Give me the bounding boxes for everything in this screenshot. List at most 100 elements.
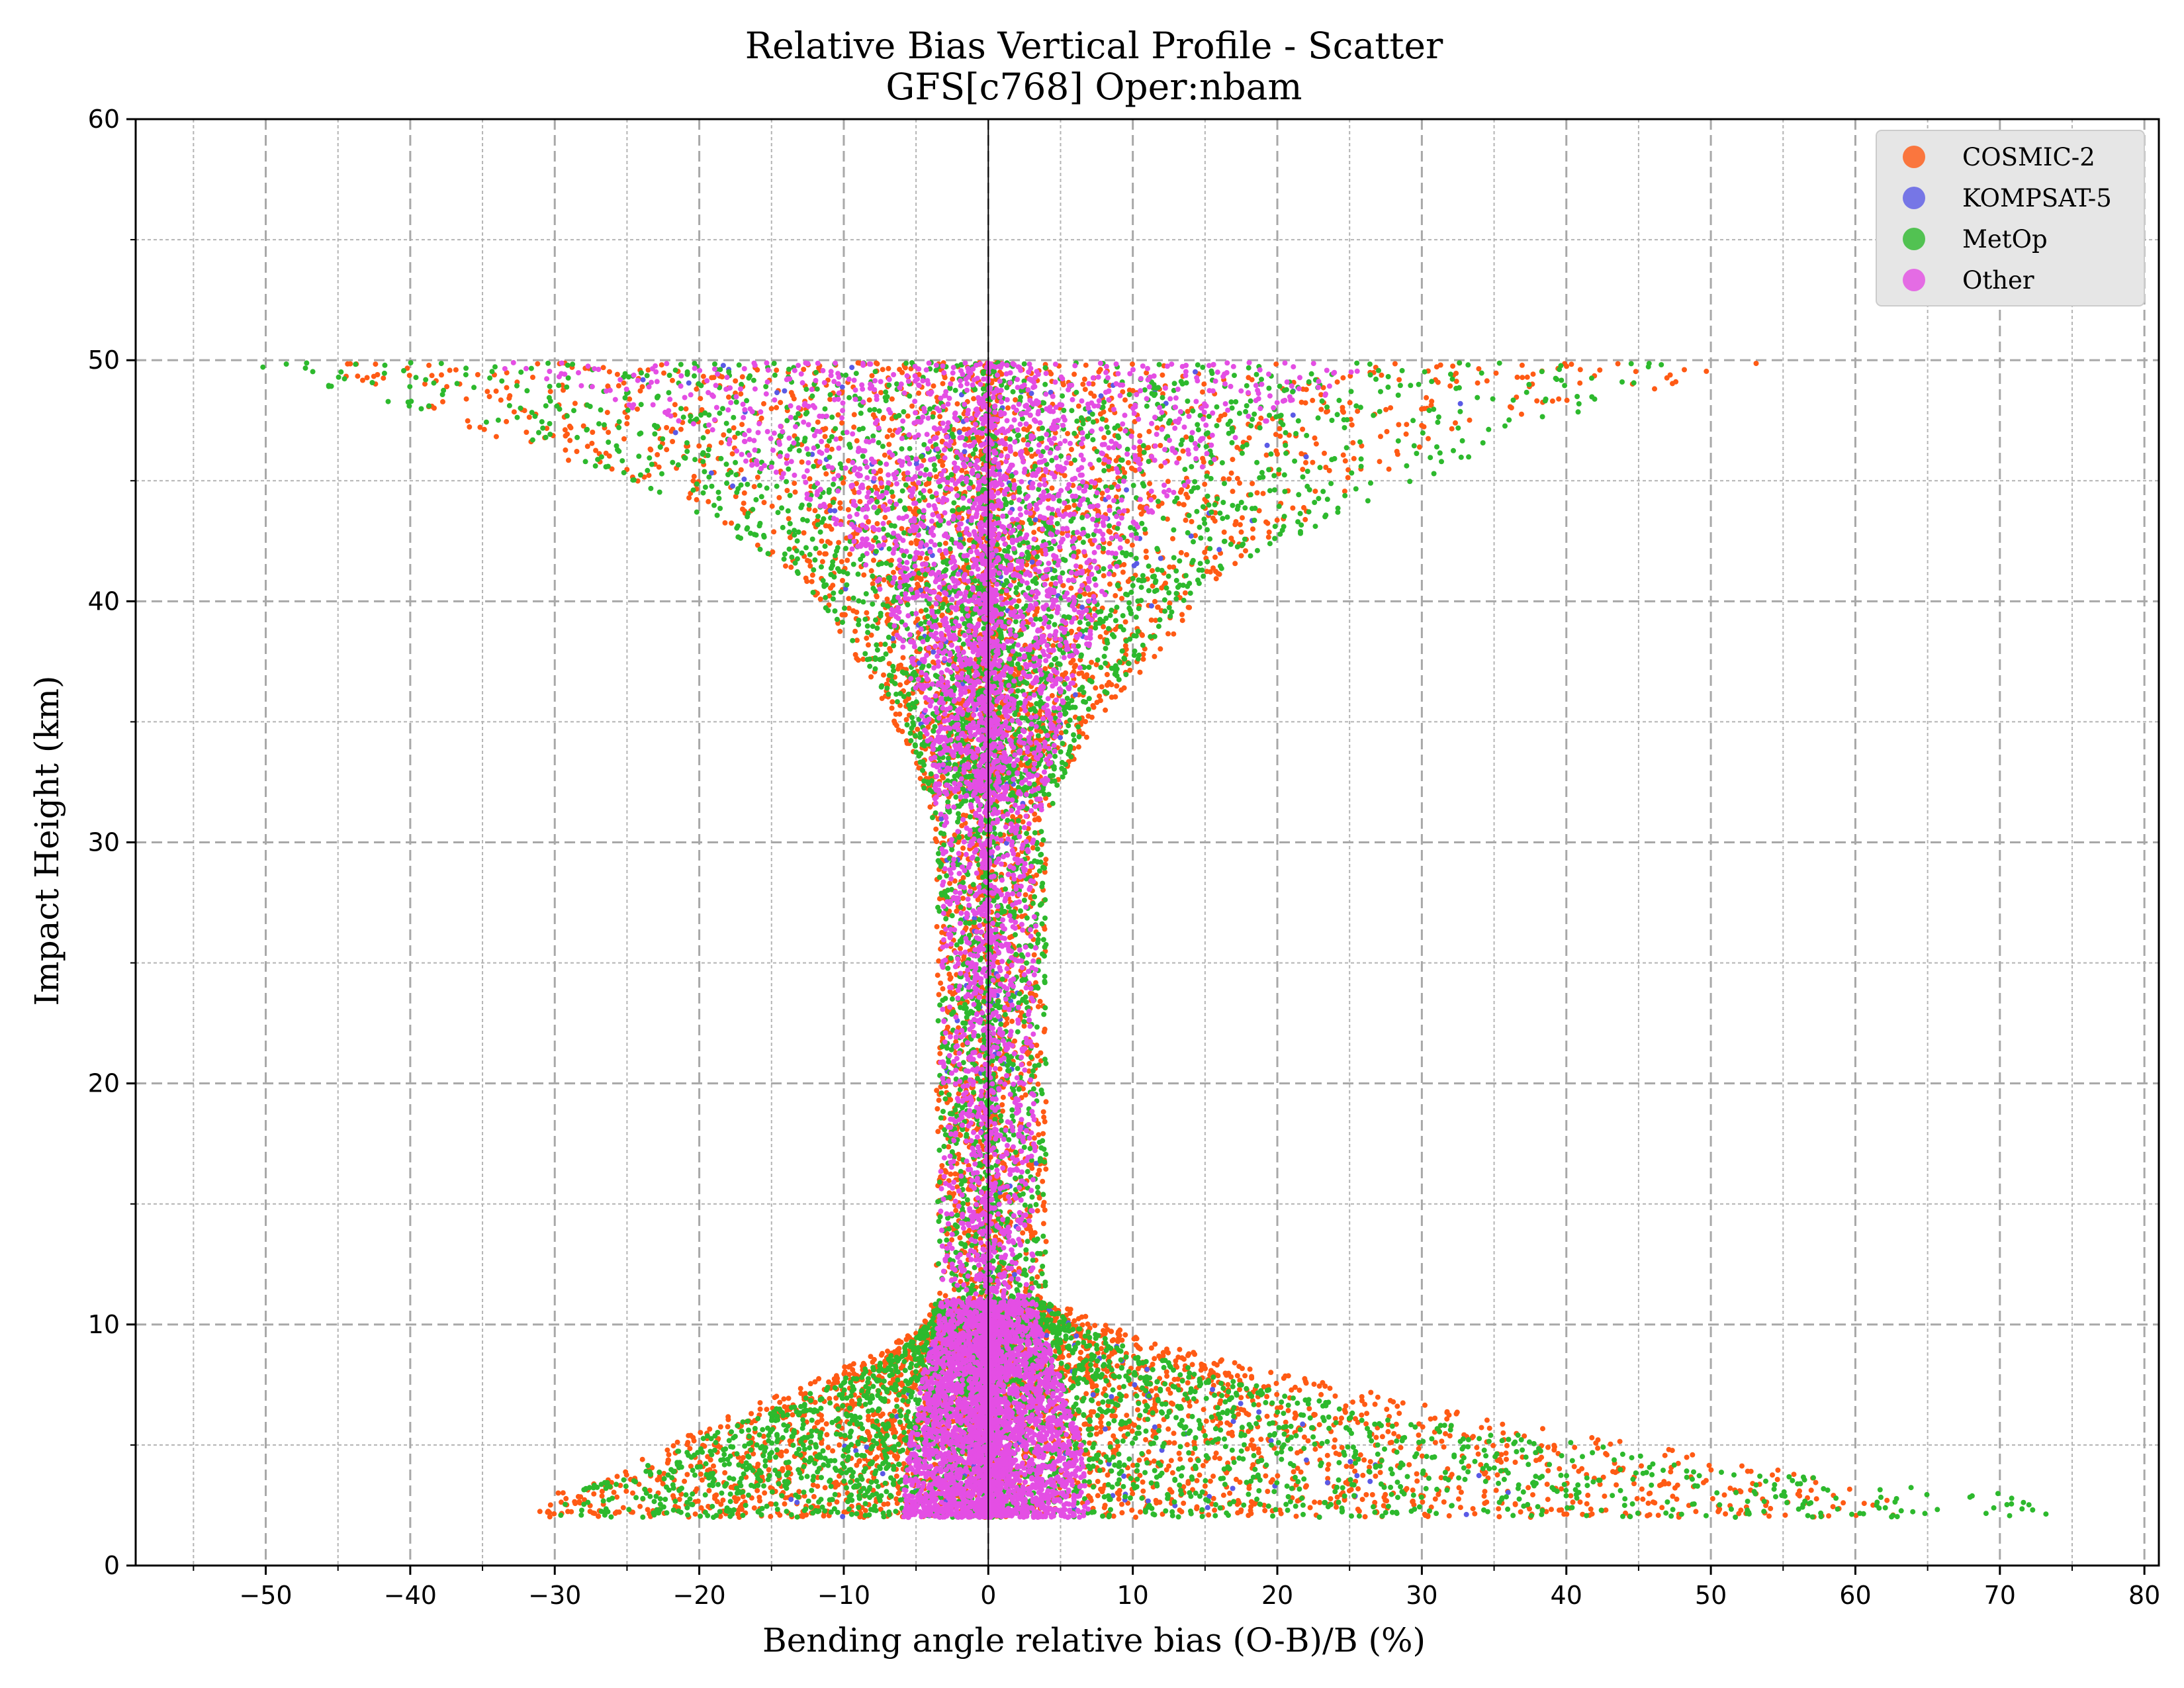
scatter-point: [1185, 1380, 1191, 1385]
scatter-point: [1639, 1463, 1644, 1469]
scatter-point: [768, 406, 774, 412]
scatter-point: [620, 1505, 626, 1511]
scatter-point: [897, 1435, 903, 1441]
scatter-point: [768, 1513, 774, 1519]
scatter-point: [886, 442, 892, 447]
scatter-point: [1775, 1467, 1781, 1473]
scatter-point: [1274, 1391, 1280, 1397]
scatter-point: [903, 717, 909, 723]
scatter-point: [891, 1408, 897, 1414]
scatter-point: [1250, 535, 1255, 541]
scatter-point: [1393, 1421, 1399, 1427]
scatter-point: [1481, 1493, 1487, 1499]
scatter-point: [1010, 814, 1016, 820]
scatter-point: [1080, 381, 1086, 387]
scatter-point: [1146, 1449, 1152, 1455]
scatter-point: [889, 432, 895, 438]
scatter-point: [1674, 1496, 1680, 1502]
scatter-point: [1368, 1389, 1374, 1395]
scatter-point: [1369, 1492, 1375, 1497]
scatter-point: [731, 425, 737, 431]
scatter-point: [606, 430, 612, 436]
scatter-point: [1152, 598, 1158, 604]
scatter-point: [1115, 1443, 1121, 1449]
scatter-point: [526, 414, 532, 420]
scatter-point: [1361, 1457, 1367, 1463]
scatter-point: [722, 1470, 728, 1476]
scatter-point: [591, 1491, 597, 1497]
scatter-point: [1312, 1446, 1318, 1452]
scatter-point: [937, 1051, 943, 1056]
scatter-point: [1042, 1119, 1048, 1125]
scatter-point: [1009, 1018, 1015, 1024]
scatter-point: [1177, 1507, 1183, 1513]
scatter-point: [887, 428, 893, 434]
scatter-point: [739, 374, 745, 380]
scatter-point: [1655, 1513, 1661, 1519]
scatter-point: [1000, 1094, 1006, 1100]
chart-title: Relative Bias Vertical Profile - Scatter: [745, 24, 1443, 67]
scatter-point: [1077, 564, 1083, 570]
scatter-point: [1043, 857, 1049, 863]
scatter-point: [1273, 432, 1279, 438]
scatter-point: [373, 361, 379, 367]
scatter-point: [1113, 626, 1118, 632]
scatter-point: [1285, 1373, 1291, 1379]
scatter-point: [1034, 1274, 1040, 1280]
scatter-point: [778, 400, 784, 406]
scatter-point: [1438, 1475, 1444, 1481]
scatter-point: [954, 908, 960, 914]
scatter-point: [1152, 653, 1158, 659]
scatter-point: [1181, 1500, 1187, 1506]
scatter-point: [1572, 1444, 1578, 1450]
scatter-point: [345, 361, 351, 367]
scatter-point: [1275, 451, 1280, 457]
scatter-point: [1396, 377, 1402, 383]
scatter-point: [1355, 408, 1361, 414]
scatter-point: [1030, 845, 1036, 851]
scatter-point: [1386, 466, 1392, 472]
scatter-point: [1083, 719, 1089, 725]
scatter-point: [1808, 1487, 1814, 1493]
scatter-point: [498, 397, 504, 403]
scatter-point: [664, 425, 670, 430]
scatter-point: [599, 1493, 605, 1499]
scatter-point: [1124, 1413, 1130, 1419]
scatter-point: [862, 1508, 868, 1513]
scatter-point: [616, 1509, 622, 1515]
scatter-point: [1189, 1362, 1195, 1368]
scatter-point: [917, 575, 922, 581]
scatter-point: [1603, 1507, 1609, 1513]
scatter-point: [493, 388, 499, 394]
scatter-point: [786, 1466, 791, 1471]
scatter-point: [1122, 1332, 1128, 1338]
scatter-point: [1233, 1476, 1239, 1482]
scatter-point: [1122, 470, 1128, 475]
scatter-point: [936, 1098, 942, 1103]
scatter-point: [1584, 1501, 1590, 1507]
scatter-point: [825, 539, 831, 545]
scatter-point: [1167, 1390, 1173, 1396]
scatter-point: [934, 923, 940, 929]
scatter-point: [1153, 618, 1159, 624]
scatter-point: [1428, 402, 1434, 408]
scatter-point: [1263, 452, 1269, 458]
scatter-point: [1222, 412, 1228, 418]
scatter-point: [1140, 656, 1146, 662]
scatter-point: [1530, 1492, 1535, 1498]
scatter-point: [956, 1091, 962, 1097]
scatter-point: [1414, 1478, 1420, 1484]
scatter-point: [1251, 1446, 1257, 1452]
scatter-point: [484, 389, 490, 395]
scatter-point: [1116, 1335, 1122, 1341]
scatter-point: [822, 551, 828, 557]
scatter-point: [1127, 667, 1133, 673]
scatter-point: [846, 605, 852, 611]
scatter-point: [1486, 1425, 1492, 1431]
scatter-point: [1275, 1405, 1280, 1411]
scatter-point: [878, 390, 884, 396]
scatter-point: [1392, 361, 1398, 367]
scatter-point: [1514, 374, 1520, 380]
scatter-point: [1137, 669, 1143, 675]
scatter-point: [1512, 1501, 1518, 1507]
